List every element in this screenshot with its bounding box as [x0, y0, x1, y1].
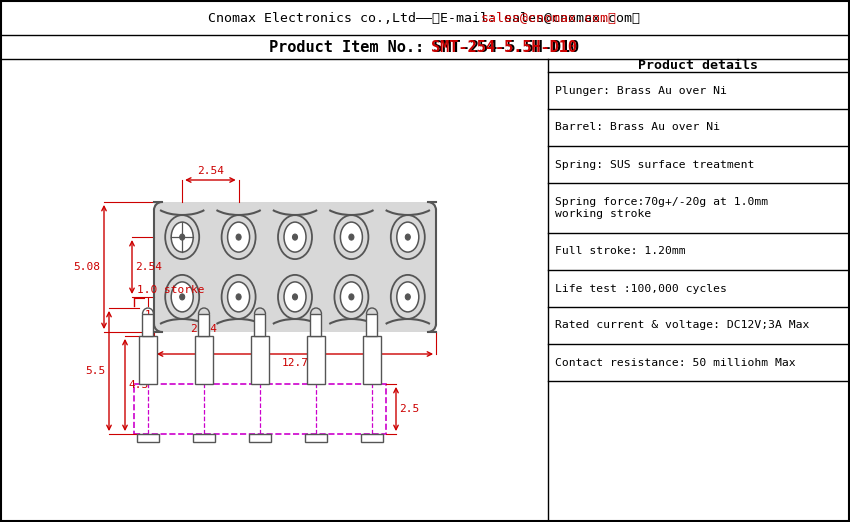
Ellipse shape	[397, 282, 419, 312]
Ellipse shape	[405, 294, 411, 300]
Text: 2.54: 2.54	[190, 324, 218, 334]
Bar	[154, 202, 436, 332]
Ellipse shape	[348, 294, 354, 300]
Ellipse shape	[171, 222, 193, 252]
Ellipse shape	[222, 275, 256, 319]
Ellipse shape	[222, 215, 256, 259]
Bar	[134, 384, 386, 434]
Bar	[254, 314, 265, 336]
Ellipse shape	[284, 282, 306, 312]
Ellipse shape	[420, 202, 436, 218]
Ellipse shape	[391, 275, 425, 319]
Text: Spring force:70g+/-20g at 1.0mm
working stroke: Spring force:70g+/-20g at 1.0mm working …	[555, 197, 768, 219]
Ellipse shape	[236, 234, 241, 240]
Bar	[162, 202, 428, 332]
Ellipse shape	[405, 234, 411, 240]
Bar	[199, 314, 209, 336]
Text: 1: 1	[144, 310, 151, 320]
Ellipse shape	[334, 275, 368, 319]
Text: Cnomax Electronics co.,Ltd——（E-mail: sales@cnomax.com）: Cnomax Electronics co.,Ltd——（E-mail: sal…	[208, 13, 640, 26]
Text: SMT-254-5.5H-D10: SMT-254-5.5H-D10	[432, 40, 577, 54]
Ellipse shape	[228, 222, 250, 252]
Bar	[249, 434, 271, 442]
Ellipse shape	[154, 316, 170, 332]
Bar	[137, 434, 159, 442]
Text: 12.7: 12.7	[281, 358, 309, 368]
Ellipse shape	[284, 222, 306, 252]
Text: sales@cnomax.com）: sales@cnomax.com）	[481, 13, 617, 26]
Bar	[310, 314, 321, 336]
Text: Full stroke: 1.20mm: Full stroke: 1.20mm	[555, 246, 686, 256]
Ellipse shape	[420, 316, 436, 332]
Ellipse shape	[278, 215, 312, 259]
Ellipse shape	[179, 234, 184, 240]
Ellipse shape	[391, 215, 425, 259]
Bar	[363, 336, 381, 384]
Text: 2.5: 2.5	[399, 404, 419, 414]
Ellipse shape	[334, 215, 368, 259]
Text: Contact resistance: 50 milliohm Max: Contact resistance: 50 milliohm Max	[555, 358, 796, 367]
Ellipse shape	[340, 222, 362, 252]
Ellipse shape	[340, 282, 362, 312]
Text: 4.3: 4.3	[128, 380, 148, 390]
Bar	[361, 434, 383, 442]
Ellipse shape	[292, 294, 298, 300]
Text: Barrel: Brass Au over Ni: Barrel: Brass Au over Ni	[555, 123, 720, 133]
Ellipse shape	[228, 282, 250, 312]
Text: Spring: SUS surface treatment: Spring: SUS surface treatment	[555, 160, 754, 170]
Ellipse shape	[179, 294, 184, 300]
Bar	[251, 336, 269, 384]
Bar	[366, 314, 377, 336]
Text: 1.0 storke: 1.0 storke	[137, 285, 205, 295]
Ellipse shape	[165, 215, 199, 259]
Text: Product Item No.: SMT-254-5.5H-D10: Product Item No.: SMT-254-5.5H-D10	[269, 40, 579, 54]
Text: Life test :100,000 cycles: Life test :100,000 cycles	[555, 283, 727, 293]
Bar	[193, 434, 215, 442]
Text: Rated current & voltage: DC12V;3A Max: Rated current & voltage: DC12V;3A Max	[555, 321, 809, 330]
Text: 5.5: 5.5	[86, 366, 106, 376]
Ellipse shape	[171, 282, 193, 312]
Bar	[139, 336, 157, 384]
Ellipse shape	[397, 222, 419, 252]
Ellipse shape	[292, 234, 298, 240]
Bar	[154, 210, 436, 324]
Text: Product details: Product details	[638, 59, 758, 72]
Ellipse shape	[236, 294, 241, 300]
Bar	[307, 336, 325, 384]
Text: 2.54: 2.54	[197, 166, 224, 176]
Bar	[143, 314, 154, 336]
Ellipse shape	[165, 275, 199, 319]
Bar	[305, 434, 327, 442]
Bar	[195, 336, 213, 384]
Text: Plunger: Brass Au over Ni: Plunger: Brass Au over Ni	[555, 86, 727, 96]
Text: 2.54: 2.54	[135, 262, 162, 272]
Ellipse shape	[348, 234, 354, 240]
Ellipse shape	[154, 202, 170, 218]
Ellipse shape	[278, 275, 312, 319]
Text: 5.08: 5.08	[73, 262, 100, 272]
